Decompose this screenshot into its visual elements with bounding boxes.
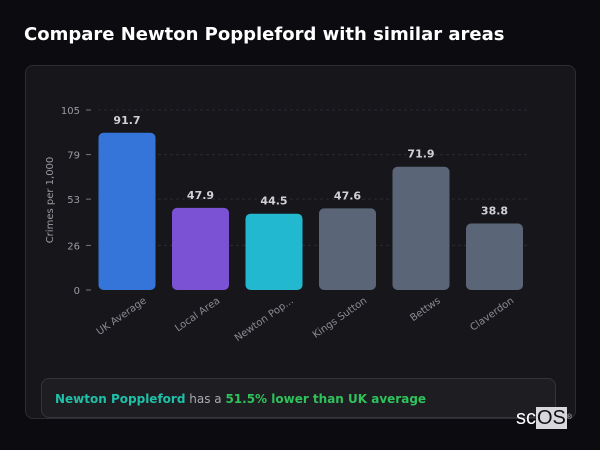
y-tick-label: 0 xyxy=(74,286,80,297)
insight-box: Newton Poppleford has a 51.5% lower than… xyxy=(41,378,556,418)
insight-result: 51.5% lower than UK average xyxy=(225,392,427,406)
insight-text: has a xyxy=(185,392,226,406)
data-label: 47.6 xyxy=(334,189,361,202)
page-title: Compare Newton Poppleford with similar a… xyxy=(24,24,505,45)
bar-claverdon xyxy=(466,223,523,290)
data-label: 71.9 xyxy=(407,148,434,161)
y-tick-label: 26 xyxy=(67,241,80,252)
y-axis-label: Crimes per 1,000 xyxy=(45,157,56,244)
bar-uk-average xyxy=(98,132,156,290)
data-label: 47.9 xyxy=(187,189,214,202)
y-tick-label: 105 xyxy=(61,106,80,117)
scos-logo: scOS® xyxy=(516,407,573,429)
x-tick-label: Local Area xyxy=(173,295,222,334)
bar-kings-sutton xyxy=(319,208,376,290)
bar-bettws xyxy=(392,166,450,290)
x-tick-label: UK Average xyxy=(95,295,149,337)
bar-local-area xyxy=(172,207,229,290)
data-label: 38.8 xyxy=(481,204,508,217)
y-tick-label: 79 xyxy=(67,151,80,162)
bar-newton-pop- xyxy=(245,213,303,290)
x-tick-label: Claverdon xyxy=(468,295,516,333)
x-tick-label: Kings Sutton xyxy=(311,295,369,340)
data-label: 44.5 xyxy=(260,195,287,208)
x-tick-label: Bettws xyxy=(408,295,442,324)
insight-area-name: Newton Poppleford xyxy=(55,392,186,406)
y-tick-label: 53 xyxy=(67,195,80,206)
x-tick-label: Newton Pop... xyxy=(233,295,296,344)
data-label: 91.7 xyxy=(113,114,140,127)
